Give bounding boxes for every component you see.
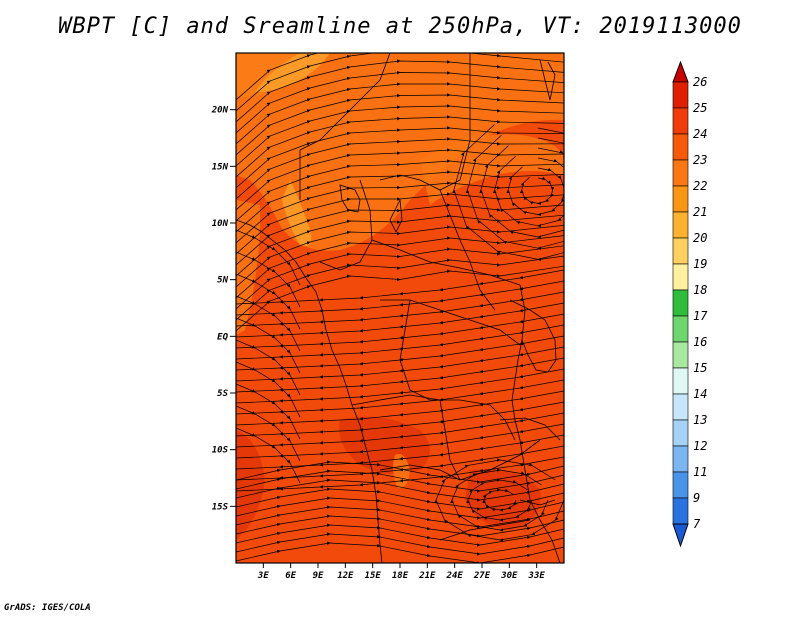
streamline-67 — [236, 383, 301, 440]
x-tick-label: 21E — [418, 571, 436, 581]
colorbar-segment — [672, 471, 689, 499]
colorbar-label: 26 — [693, 75, 707, 89]
colorbar-segment — [672, 211, 689, 239]
x-tick-label: 18E — [392, 571, 409, 581]
y-tick-label: 15N — [212, 162, 229, 172]
colorbar-segment — [672, 185, 689, 213]
x-tick-label: 15E — [365, 571, 382, 581]
streamline-64 — [236, 317, 301, 374]
streamline-59 — [434, 458, 564, 542]
colorbar-segment — [672, 237, 689, 265]
colorbar-segment — [672, 263, 689, 291]
streamline-61 — [236, 251, 301, 308]
colorbar-segment — [672, 367, 689, 395]
colorbar-label: 25 — [693, 101, 707, 115]
border-line-12 — [509, 299, 557, 373]
x-tick-label: 9E — [313, 571, 324, 581]
colorbar-label: 19 — [693, 257, 707, 271]
colorbar-label: 7 — [693, 517, 701, 531]
streamline-55 — [236, 541, 564, 563]
x-tick-label: 12E — [337, 571, 354, 581]
colorbar-label: 11 — [693, 465, 707, 479]
colorbar-label: 16 — [693, 335, 707, 349]
map-panel — [236, 53, 564, 563]
grads-credit: GrADS: IGES/COLA — [4, 603, 91, 613]
x-tick-label: 6E — [285, 571, 296, 581]
border-line-17 — [539, 59, 556, 101]
streamline-69 — [236, 427, 301, 484]
colorbar-segment — [672, 393, 689, 421]
colorbar-label: 15 — [693, 361, 707, 375]
colorbar-segment — [672, 81, 689, 109]
colorbar-segment — [672, 289, 689, 317]
colorbar-segment — [672, 107, 689, 135]
colorbar-segment — [672, 133, 689, 161]
colorbar-segment — [672, 159, 689, 187]
streamline-63 — [236, 295, 301, 352]
chart-title: WBPT [C] and Sreamline at 250hPa, VT: 20… — [58, 14, 742, 39]
streamline-68 — [236, 405, 301, 462]
streamline-60 — [236, 229, 301, 286]
y-axis: 20N 15N 10N 5N EQ 5S 10S 15S — [211, 106, 236, 512]
y-tick-label: 10S — [212, 446, 229, 456]
x-tick-label: 30E — [500, 571, 518, 581]
colorbar-bottom-arrow — [672, 523, 689, 548]
x-tick-label: 3E — [257, 571, 269, 581]
y-tick-label: 15S — [212, 502, 229, 512]
colorbar-label: 12 — [693, 439, 707, 453]
colorbar-label: 20 — [693, 231, 707, 245]
colorbar-label: 21 — [693, 205, 707, 219]
colorbar-segment — [672, 497, 689, 525]
x-tick-label: 24E — [446, 571, 464, 581]
colorbar-label: 18 — [693, 283, 707, 297]
colorbar-segment — [672, 445, 689, 473]
colorbar-top-arrow — [672, 60, 689, 83]
colorbar-label: 17 — [693, 309, 708, 323]
y-tick-label: 20N — [211, 106, 229, 116]
colorbar-label: 23 — [693, 153, 707, 167]
x-tick-label: 27E — [473, 571, 491, 581]
y-tick-label: 5S — [217, 389, 228, 399]
x-tick-label: 33E — [528, 571, 546, 581]
y-tick-label: EQ — [217, 332, 228, 342]
x-axis: 3E 6E 9E 12E 15E 18E 21E 24E 27E 30E 33E — [257, 563, 545, 581]
streamline-27 — [452, 124, 564, 262]
streamline-62 — [236, 273, 301, 330]
colorbar-label: 9 — [693, 491, 700, 505]
y-tick-label: 5N — [217, 276, 228, 286]
colorbar-segment — [672, 341, 689, 369]
streamline-66 — [236, 361, 301, 418]
colorbar-label: 24 — [693, 127, 707, 141]
colorbar-label: 13 — [693, 413, 707, 427]
streamline-65 — [236, 339, 301, 396]
shade-orange-southwest — [236, 200, 261, 335]
colorbar-label: 22 — [693, 179, 707, 193]
colorbar-segment — [672, 315, 689, 343]
colorbar: 26 25 24 23 22 21 20 19 18 17 16 15 14 13 12 11 9 7 — [672, 60, 708, 548]
colorbar-segment — [672, 419, 689, 447]
y-tick-label: 10N — [212, 219, 229, 229]
colorbar-label: 14 — [693, 387, 707, 401]
streamlines — [236, 53, 564, 563]
